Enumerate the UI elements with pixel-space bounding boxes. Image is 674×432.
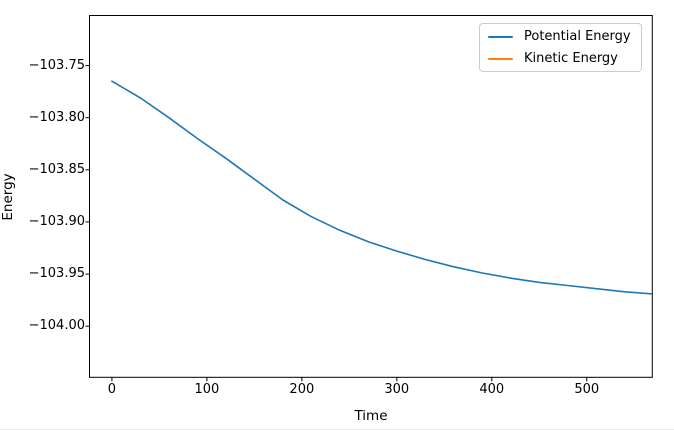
x-tick-label: 400 (479, 382, 505, 397)
axes-spines (89, 15, 653, 378)
x-axis-label: Time (354, 408, 388, 424)
y-tick-label: −103.75 (28, 57, 85, 73)
x-tick-label: 300 (384, 382, 410, 397)
legend-entry-potential-energy: Potential Energy (488, 28, 635, 45)
y-tick-label: −103.90 (28, 213, 85, 229)
kinetic-energy-line-swatch (488, 57, 513, 60)
x-tick-label: 500 (574, 382, 600, 397)
x-tick-label: 100 (194, 382, 220, 397)
legend-label-kinetic-energy: Kinetic Energy (524, 50, 618, 66)
y-tick-label: −103.80 (28, 109, 85, 125)
legend: Potential Energy Kinetic Energy (479, 23, 642, 72)
legend-entry-kinetic-energy: Kinetic Energy (488, 50, 635, 67)
y-tick-label: −104.00 (28, 318, 85, 334)
y-axis-label: Energy (0, 173, 16, 221)
potential-energy-line (111, 80, 653, 295)
legend-label-potential-energy: Potential Energy (524, 28, 631, 44)
potential-energy-line-swatch (488, 35, 513, 38)
y-tick-label: −103.85 (28, 161, 85, 177)
x-tick-label: 200 (289, 382, 315, 397)
x-tick-label: 0 (107, 382, 117, 397)
y-tick-label: −103.95 (28, 266, 85, 282)
bottom-edge-line (0, 429, 674, 430)
